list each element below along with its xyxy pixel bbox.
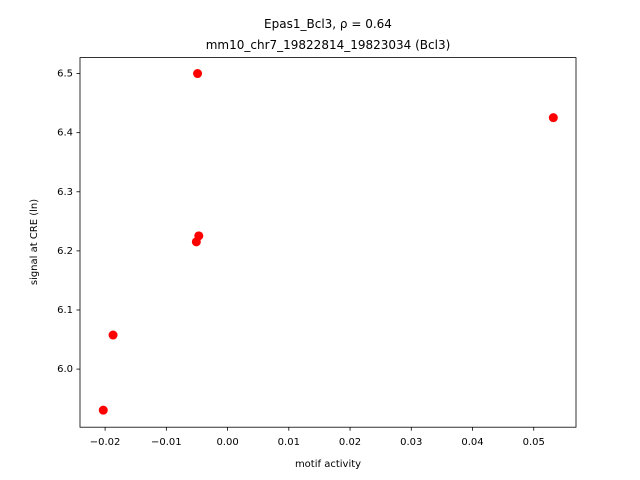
chart-subtitle: mm10_chr7_19822814_19823034 (Bcl3) xyxy=(206,38,451,52)
x-tick-label: 0.04 xyxy=(461,437,483,448)
y-tick-label: 6.3 xyxy=(57,187,73,198)
y-tick-label: 6.5 xyxy=(57,69,73,80)
point xyxy=(98,405,108,415)
x-tick-label: 0.03 xyxy=(400,437,422,448)
y-tick-label: 6.4 xyxy=(57,128,73,139)
y-tick-label: 6.0 xyxy=(57,364,73,375)
point xyxy=(194,231,204,241)
x-tick-label: −0.01 xyxy=(151,437,182,448)
point xyxy=(548,113,558,123)
plot-frame xyxy=(79,57,577,428)
point xyxy=(193,69,203,79)
chart-title: Epas1_Bcl3, ρ = 0.64 xyxy=(264,17,392,31)
y-tick-label: 6.2 xyxy=(57,246,73,257)
x-tick-label: 0.00 xyxy=(216,437,238,448)
x-tick-label: 0.05 xyxy=(523,437,545,448)
y-axis-label: signal at CRE (ln) xyxy=(29,199,40,285)
x-tick-label: −0.02 xyxy=(90,437,121,448)
y-tick-label: 6.1 xyxy=(57,305,73,316)
x-axis-label: motif activity xyxy=(295,459,361,470)
x-tick-label: 0.01 xyxy=(278,437,300,448)
point xyxy=(108,330,118,340)
x-tick-label: 0.02 xyxy=(339,437,361,448)
